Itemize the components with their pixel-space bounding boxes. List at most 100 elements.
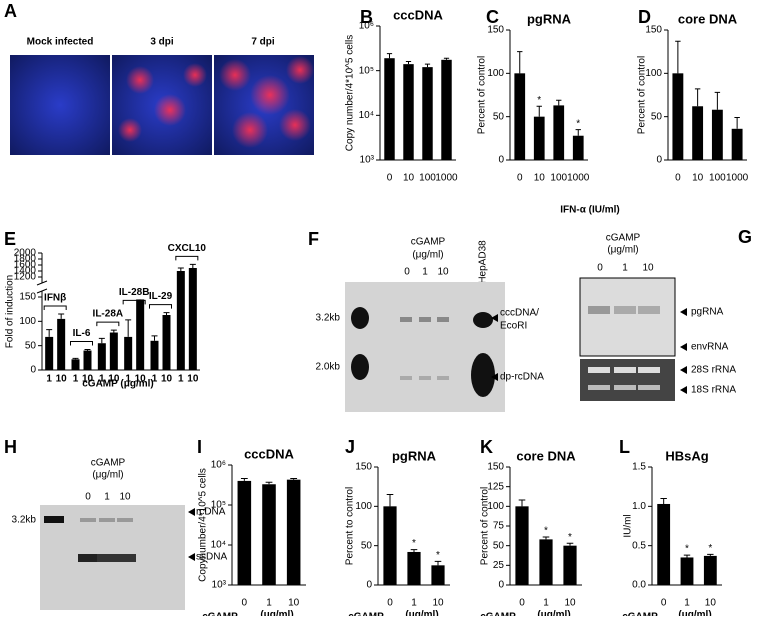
axis-break — [36, 280, 48, 294]
x-tick-label: 1 — [46, 374, 52, 385]
y-axis-label: Percent of control — [477, 56, 488, 134]
image-label: 3 dpi — [150, 37, 174, 48]
y-axis-label: Copy number/4*10^5 cells — [345, 35, 356, 151]
x-tick-label: 1000 — [567, 173, 590, 184]
bar — [45, 336, 54, 370]
error-bar — [151, 335, 158, 341]
chart-title: HBsAg — [665, 448, 708, 463]
error-bar — [660, 497, 667, 504]
x-axis-unit: (μg/ml) — [678, 610, 711, 616]
y-tick-label: 100 — [19, 316, 36, 327]
x-tick-label: 10 — [403, 173, 415, 184]
y-tick-label: 10⁶ — [211, 460, 226, 471]
lane-label: 10 — [437, 267, 449, 278]
y-tick-label: 1.0 — [632, 501, 646, 512]
chart-title: core DNA — [516, 448, 576, 463]
unit-label: (μg/ml) — [92, 470, 123, 481]
y-tick-label: 0 — [498, 155, 504, 166]
y-tick-label: 10⁴ — [359, 110, 374, 121]
band-label: EcoRI — [500, 321, 527, 332]
group-bracket — [96, 321, 120, 327]
y-tick-label: 50 — [651, 111, 663, 122]
error-bar — [517, 51, 523, 74]
y-tick-label: 50 — [493, 540, 505, 551]
x-tick-label: 1 — [411, 598, 417, 609]
error-bar — [240, 477, 248, 481]
band-label: ssDNA — [196, 552, 227, 563]
error-bar — [714, 91, 721, 110]
x-tick-label: 10 — [135, 374, 147, 385]
error-bar — [265, 481, 273, 485]
y-axis-label: IU/ml — [623, 514, 634, 537]
significance: * — [685, 544, 689, 555]
bar — [383, 506, 397, 585]
y-tick-label: 50 — [361, 540, 373, 551]
error-bar — [575, 129, 581, 136]
bar — [83, 350, 92, 370]
x-tick-label: 1 — [266, 598, 272, 609]
x-axis-unit: (μg/ml) — [405, 610, 438, 616]
error-bar — [675, 40, 681, 74]
bar — [403, 64, 414, 160]
x-tick-label: 10 — [161, 374, 173, 385]
image-label: Mock infected — [27, 37, 94, 48]
y-tick-label: 10⁵ — [359, 65, 374, 76]
x-axis-label: IFN-α (IU/ml) — [560, 205, 619, 216]
bar — [553, 105, 565, 160]
treatment-label: cGAMP — [606, 233, 641, 244]
error-bar — [536, 105, 542, 117]
blot — [579, 277, 687, 401]
y-tick-label: 10⁶ — [359, 21, 374, 32]
x-tick-label: 1 — [125, 374, 131, 385]
group-label: IL-6 — [73, 328, 91, 339]
y-tick-label: 100 — [645, 68, 662, 79]
chart-title: pgRNA — [527, 11, 572, 26]
x-tick-label: 10 — [56, 374, 68, 385]
y-tick-label: 150 — [645, 25, 662, 36]
y-tick-label: 50 — [493, 111, 505, 122]
panel-letter: E — [4, 229, 16, 249]
lane-label: 0 — [404, 267, 410, 278]
lane-label: 1 — [422, 267, 428, 278]
group-bracket — [122, 299, 146, 305]
x-tick-label: 1 — [152, 374, 158, 385]
micrographs — [10, 55, 314, 155]
x-axis-label: cGAMP (μg/ml) — [82, 379, 154, 390]
bar — [407, 551, 421, 585]
error-bar — [734, 117, 740, 129]
error-bar — [707, 553, 714, 556]
y-tick-label: 100 — [355, 501, 372, 512]
error-bar — [290, 477, 298, 480]
error-bar — [110, 329, 117, 333]
y-tick-label: 10³ — [360, 155, 375, 166]
lane-label: 1 — [622, 263, 628, 274]
y-tick-label: 1400 — [14, 266, 37, 277]
x-axis-unit: (μg/ml) — [260, 610, 293, 616]
significance: * — [436, 550, 440, 561]
error-bar — [424, 63, 431, 68]
error-bar — [46, 329, 53, 337]
bar — [57, 318, 66, 370]
error-bar — [84, 349, 91, 351]
error-bar — [566, 542, 574, 546]
panel-letter: G — [738, 227, 752, 247]
panel-letter: I — [197, 437, 202, 457]
band-label: pgRNA — [691, 307, 724, 318]
blot — [40, 505, 195, 610]
y-tick-label: 1.5 — [632, 462, 646, 473]
bar — [533, 116, 545, 160]
group-label: IL-29 — [149, 291, 173, 302]
x-tick-label: 1000 — [435, 173, 458, 184]
group-bracket — [43, 305, 67, 311]
bar — [262, 484, 276, 585]
x-tick-label: 10 — [108, 374, 120, 385]
lane-label: 0 — [597, 263, 603, 274]
x-tick-label: 0 — [661, 598, 667, 609]
error-bar — [98, 337, 105, 344]
x-axis-label: cGAMP — [348, 612, 384, 616]
error-bar — [694, 88, 701, 107]
x-tick-label: 1 — [684, 598, 690, 609]
panel-letter: K — [480, 437, 493, 457]
y-tick-label: 150 — [355, 462, 372, 473]
y-tick-label: 2000 — [14, 248, 37, 259]
